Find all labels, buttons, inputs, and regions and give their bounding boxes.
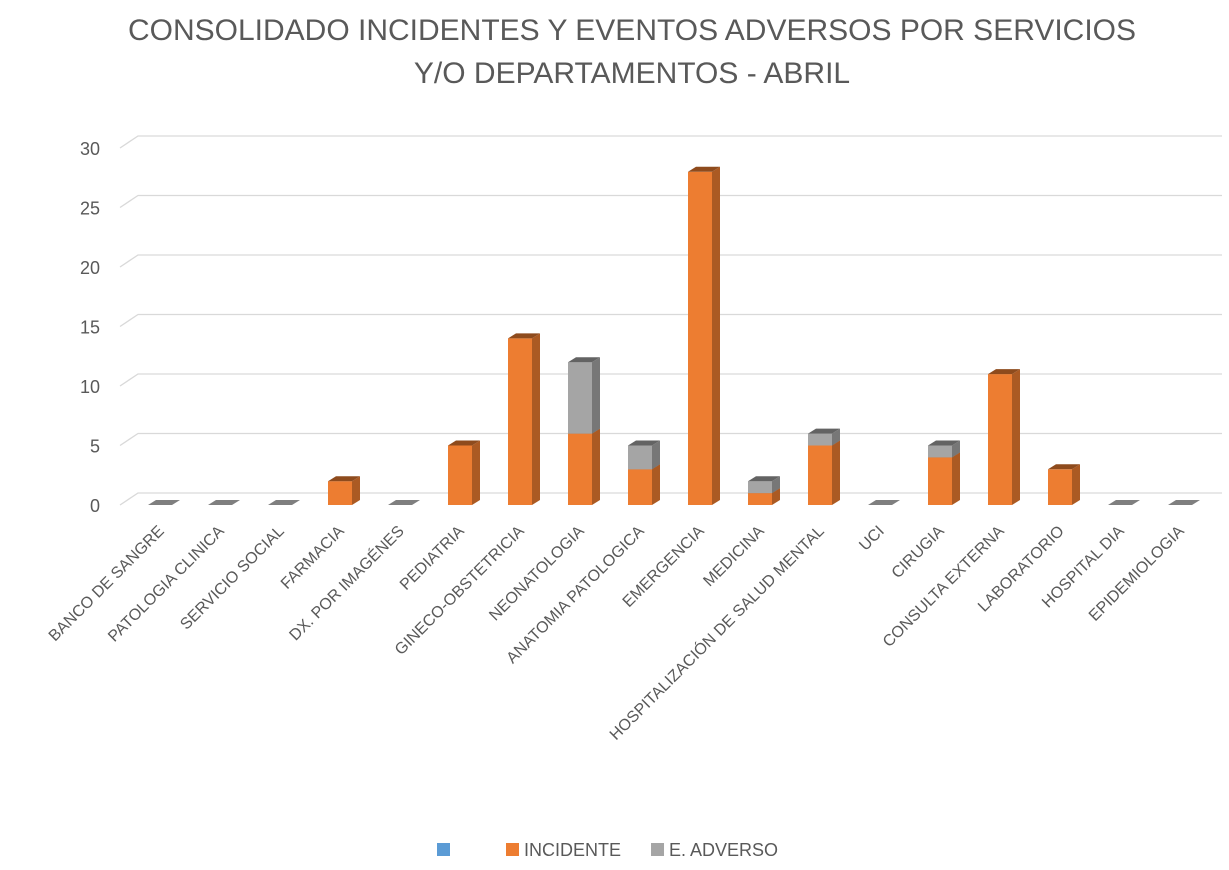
- y-tick-label: 5: [90, 436, 100, 456]
- bar-segment: [808, 433, 832, 446]
- bar-side: [832, 428, 840, 446]
- bar-top: [1168, 500, 1200, 505]
- bar-top: [1048, 464, 1080, 470]
- bar-side: [712, 166, 720, 506]
- y-tick-label: 10: [80, 377, 100, 397]
- legend-label: INCIDENTE: [524, 840, 621, 860]
- grid-line: [119, 432, 1222, 447]
- legend-label: E. ADVERSO: [669, 840, 778, 860]
- bar-side: [472, 440, 480, 505]
- bar-side: [952, 440, 960, 458]
- y-tick-label: 0: [90, 496, 100, 516]
- bar-side: [1012, 369, 1020, 505]
- legend-swatch: [506, 843, 519, 856]
- bar-segment: [628, 445, 652, 470]
- x-tick-label: SERVICIO SOCIAL: [177, 523, 288, 634]
- x-tick-label: CIRUGIA: [889, 523, 948, 582]
- chart-title: Y/O DEPARTAMENTOS - ABRIL: [414, 57, 850, 90]
- bar-segment: [568, 433, 592, 505]
- x-tick-label: HOSPITALIZACIÓN DE SALUD MENTAL: [605, 521, 827, 743]
- grid-line: [119, 254, 1222, 268]
- bar-side: [592, 428, 600, 505]
- x-tick-label: BANCO DE SANGRE: [46, 523, 168, 645]
- y-tick-label: 20: [80, 258, 100, 278]
- grid-line: [119, 194, 1222, 209]
- grid-line: [119, 313, 1222, 328]
- bar-side: [832, 440, 840, 505]
- bar-side: [652, 464, 660, 505]
- y-tick-label: 25: [80, 198, 100, 218]
- bar-top: [688, 166, 720, 172]
- bar-segment: [748, 493, 772, 505]
- bar-top: [148, 500, 180, 505]
- chart-title: CONSOLIDADO INCIDENTES Y EVENTOS ADVERSO…: [128, 14, 1136, 47]
- bar-side: [592, 357, 600, 434]
- bar-segment: [1048, 469, 1072, 505]
- bar-top: [268, 500, 300, 505]
- bar-side: [652, 440, 660, 470]
- bar-top: [928, 440, 960, 446]
- bar-segment: [628, 469, 652, 505]
- bar-side: [1072, 464, 1080, 505]
- bar-top: [1108, 500, 1140, 505]
- x-tick-label: UCI: [856, 523, 888, 555]
- bar-segment: [988, 374, 1012, 505]
- bar-segment: [928, 445, 952, 458]
- bar-top: [808, 428, 840, 434]
- bar-segment: [808, 445, 832, 505]
- bar-side: [772, 476, 780, 494]
- bar-top: [868, 500, 900, 505]
- legend-swatch: [651, 843, 665, 856]
- bar-top: [208, 500, 240, 505]
- bar-top: [448, 440, 480, 446]
- bar-segment: [448, 445, 472, 505]
- y-tick-label: 15: [80, 317, 100, 337]
- bar-side: [772, 488, 780, 505]
- legend-swatch: [437, 843, 450, 856]
- bar-top: [988, 369, 1020, 375]
- x-tick-label: DX. POR IMAGÉNES: [285, 521, 408, 644]
- bar-side: [352, 476, 360, 505]
- bar-side: [952, 452, 960, 505]
- y-tick-label: 30: [80, 139, 100, 159]
- grid-line: [119, 373, 1222, 387]
- bar-side: [532, 333, 540, 505]
- grid-line: [119, 135, 1222, 149]
- bar-top: [748, 476, 780, 482]
- bar-top: [328, 476, 360, 482]
- bar-segment: [748, 481, 772, 494]
- bar-top: [628, 440, 660, 446]
- x-tick-label: CONSULTA EXTERNA: [880, 523, 1008, 651]
- bar-segment: [928, 457, 952, 505]
- bar-segment: [568, 362, 592, 434]
- bar-top: [568, 357, 600, 363]
- bar-top: [508, 333, 540, 339]
- bar-segment: [688, 171, 712, 506]
- x-tick-label: PATOLOGIA CLINICA: [105, 523, 228, 646]
- bar-top: [388, 500, 420, 505]
- grid-line: [119, 492, 1222, 506]
- bar-segment: [328, 481, 352, 505]
- bar-segment: [508, 338, 532, 505]
